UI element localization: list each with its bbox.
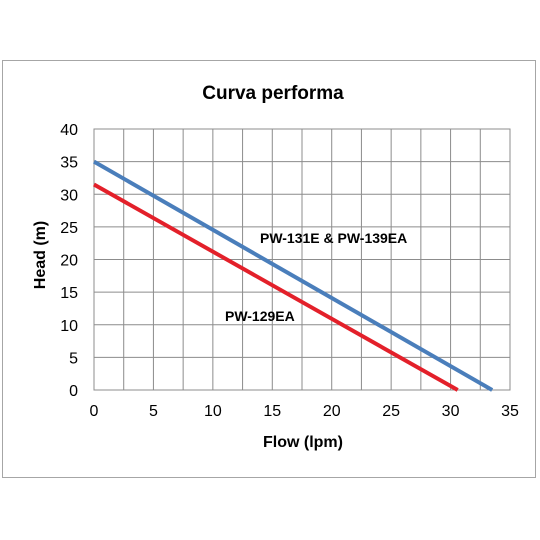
series-line-1 (93, 159, 494, 392)
y-tick-label: 15 (60, 285, 78, 302)
x-tick-label: 20 (323, 403, 341, 420)
series-line-2 (93, 182, 459, 392)
x-tick-label: 10 (204, 403, 222, 420)
y-axis-label: Head (m) (32, 221, 49, 289)
chart-svg: Curva performa 0 5 10 15 20 25 30 35 0 5 10 15 20 25 3… (32, 83, 519, 451)
y-tick-label: 40 (60, 122, 78, 139)
x-tick-label: 0 (90, 403, 99, 420)
x-tick-label: 5 (149, 403, 158, 420)
y-tick-label: 20 (60, 253, 78, 270)
x-tick-label: 25 (382, 403, 400, 420)
x-tick-label: 30 (442, 403, 460, 420)
series-label-1: PW-131E & PW-139EA (260, 230, 407, 246)
series-labels: PW-131E & PW-139EA PW-129EA (225, 230, 407, 324)
series-label-2: PW-129EA (225, 308, 295, 324)
y-tick-label: 0 (69, 383, 78, 400)
chart-title: Curva performa (202, 83, 344, 104)
y-tick-label: 30 (60, 187, 78, 204)
y-tick-label: 35 (60, 155, 78, 172)
grid-layer (94, 129, 510, 390)
plot-area (93, 128, 511, 391)
y-tick-label: 5 (69, 350, 78, 367)
x-tick-label: 35 (501, 403, 519, 420)
x-axis-label: Flow (lpm) (263, 434, 343, 451)
series-lines (93, 159, 494, 392)
y-tick-label: 10 (60, 318, 78, 335)
chart-frame: Curva performa 0 5 10 15 20 25 30 35 0 5 10 15 20 25 3… (2, 60, 536, 478)
tick-labels: 0 5 10 15 20 25 30 35 0 5 10 15 20 25 30 35 40 (60, 122, 519, 420)
y-tick-label: 25 (60, 220, 78, 237)
x-tick-label: 15 (263, 403, 281, 420)
